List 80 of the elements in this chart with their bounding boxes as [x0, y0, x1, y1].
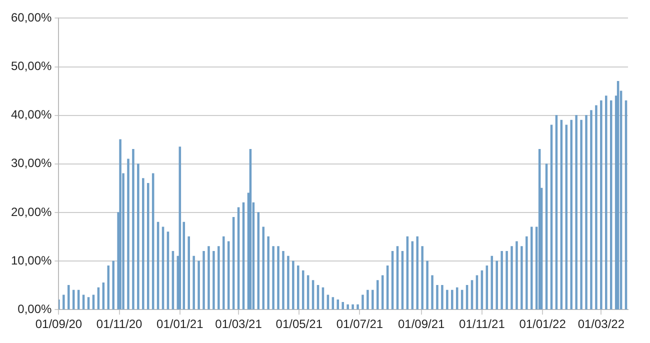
bar — [262, 226, 264, 310]
bar — [570, 120, 572, 310]
bar — [267, 236, 270, 310]
bar — [82, 294, 85, 310]
bar — [506, 250, 508, 310]
bar — [68, 284, 70, 310]
bar — [372, 290, 374, 310]
x-tick-label: 01/11/21 — [459, 317, 506, 332]
bar — [87, 297, 90, 310]
bar — [202, 250, 205, 310]
x-tick-label: 01/05/21 — [276, 317, 323, 332]
bar — [332, 297, 334, 310]
bar — [107, 266, 110, 310]
bar — [526, 236, 528, 310]
bar — [326, 294, 330, 310]
bar — [282, 250, 284, 310]
bar — [530, 226, 533, 310]
bar — [520, 246, 523, 310]
bar — [112, 260, 114, 310]
x-tick-label: 01/01/22 — [519, 317, 566, 332]
bar — [516, 241, 518, 310]
x-tick-label: 01/03/21 — [215, 317, 262, 332]
bar — [600, 100, 602, 310]
x-tick-label: 01/07/21 — [336, 317, 384, 332]
bar — [212, 250, 215, 310]
bar — [137, 164, 140, 310]
bar — [585, 115, 588, 310]
x-tick-label: 01/03/22 — [578, 317, 625, 332]
x-tick-label: 01/09/21 — [398, 317, 446, 332]
bar — [595, 105, 598, 310]
bar — [277, 246, 280, 310]
bar — [292, 260, 294, 310]
y-tick-label: 20,00% — [10, 204, 52, 219]
bar — [416, 236, 418, 310]
bar — [127, 158, 130, 310]
bar — [92, 294, 95, 310]
x-tick-label: 01/09/20 — [35, 317, 82, 332]
bar — [580, 120, 582, 310]
bar — [431, 275, 434, 310]
x-tick-label: 01/11/20 — [96, 317, 143, 332]
bar — [132, 149, 134, 310]
bar — [376, 280, 379, 310]
bar — [590, 110, 592, 310]
bar — [342, 302, 344, 310]
bar — [119, 139, 122, 310]
bar — [436, 284, 438, 310]
y-tick-label: 30,00% — [10, 156, 52, 170]
bar — [441, 284, 444, 310]
bar — [362, 294, 364, 310]
bar — [192, 256, 195, 310]
bar — [62, 294, 65, 310]
bar — [500, 250, 503, 310]
y-tick-label: 50,00% — [10, 59, 52, 74]
y-tick-label: 60,00% — [10, 10, 52, 25]
bar — [510, 246, 513, 310]
bar — [605, 96, 608, 310]
bar — [421, 246, 424, 310]
bar — [218, 246, 220, 310]
bar — [287, 256, 290, 310]
bar — [346, 304, 349, 310]
x-tick-label: 01/01/21 — [156, 317, 204, 332]
bar — [208, 246, 210, 310]
y-tick-label: 40,00% — [10, 108, 52, 122]
y-tick-label: 0,00% — [18, 302, 52, 316]
bar — [198, 260, 200, 310]
bar — [222, 236, 225, 310]
bar — [352, 304, 354, 310]
y-tick-label: 10,00% — [10, 253, 52, 268]
bar — [272, 246, 274, 310]
bar — [426, 260, 428, 310]
bar — [446, 290, 448, 310]
bar — [297, 266, 300, 310]
bar — [496, 260, 498, 310]
bar — [188, 236, 190, 310]
bar — [142, 178, 144, 310]
bar — [336, 300, 340, 310]
bar — [356, 304, 359, 310]
bar — [366, 290, 369, 310]
bar — [451, 290, 454, 310]
bar — [575, 115, 578, 310]
